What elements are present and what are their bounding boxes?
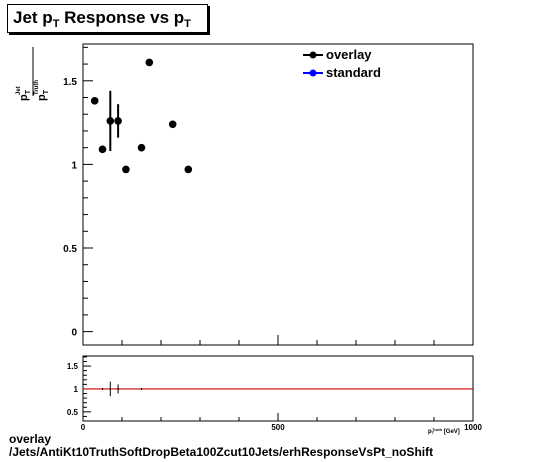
data-point xyxy=(106,117,115,125)
footer: overlay /Jets/AntiKt10TruthSoftDropBeta1… xyxy=(9,433,433,459)
data-point xyxy=(114,117,122,125)
x-title-sub: T xyxy=(432,430,435,435)
x-axis-title: pTTruth [GeV] xyxy=(428,427,460,435)
data-point xyxy=(137,143,146,152)
ratio-point xyxy=(117,388,119,390)
main-plot-frame xyxy=(82,43,474,346)
y-title-num-sup: Jet xyxy=(16,86,22,95)
title-sub1: T xyxy=(52,18,60,30)
y-title-den-sup: Truth xyxy=(34,80,40,95)
y-title-den-sub: T xyxy=(43,89,50,94)
data-point xyxy=(90,97,99,105)
data-point xyxy=(145,58,154,67)
footer-line2: /Jets/AntiKt10TruthSoftDropBeta100Zcut10… xyxy=(9,445,434,459)
x-tick-label: 1000 xyxy=(464,423,482,432)
data-point xyxy=(98,145,107,154)
legend: overlay standard xyxy=(303,47,381,80)
y-title-num-sub: T xyxy=(25,89,32,94)
ratio-y-tick-label: 0.5 xyxy=(67,408,79,417)
svg-text:pTTruth: pTTruth xyxy=(34,80,50,101)
x-title-sup: Truth xyxy=(432,427,443,432)
data-point xyxy=(168,120,177,129)
ratio-point xyxy=(101,388,104,390)
legend-standard-label: standard xyxy=(326,65,381,80)
legend-overlay-label: overlay xyxy=(326,47,372,62)
title-box: Jet pT Response vs pT xyxy=(7,4,208,33)
x-tick-label: 500 xyxy=(271,423,285,432)
y-axis-title-den: pTTruth xyxy=(34,80,50,101)
ratio-y-tick-label: 1.5 xyxy=(67,362,79,371)
title-sub2: T xyxy=(184,18,191,30)
data-point xyxy=(184,165,193,174)
y-title-den: p xyxy=(36,94,48,101)
legend-overlay-marker xyxy=(309,51,317,59)
y-title-num: p xyxy=(18,94,30,101)
ratio-point xyxy=(140,388,143,390)
y-axis-title: pTJet xyxy=(16,86,32,101)
legend-standard-marker xyxy=(309,69,317,77)
svg-text:pTJet: pTJet xyxy=(16,86,32,101)
ratio-y-tick-label: 1 xyxy=(74,385,79,394)
y-tick-label: 0 xyxy=(71,328,77,339)
y-tick-label: 0.5 xyxy=(63,244,77,255)
ratio-point xyxy=(109,388,112,390)
data-point xyxy=(122,165,130,174)
x-title-p: p xyxy=(428,429,432,435)
footer-line1: overlay xyxy=(9,432,52,446)
title-mid: Response vs p xyxy=(59,8,185,27)
x-tick-label: 0 xyxy=(81,423,86,432)
x-title-tail: [GeV] xyxy=(442,429,460,435)
y-tick-label: 1.5 xyxy=(63,77,77,88)
y-tick-label: 1 xyxy=(71,160,77,171)
title-text: Jet p xyxy=(13,8,53,27)
chart-title: Jet pT Response vs pT xyxy=(13,8,191,30)
